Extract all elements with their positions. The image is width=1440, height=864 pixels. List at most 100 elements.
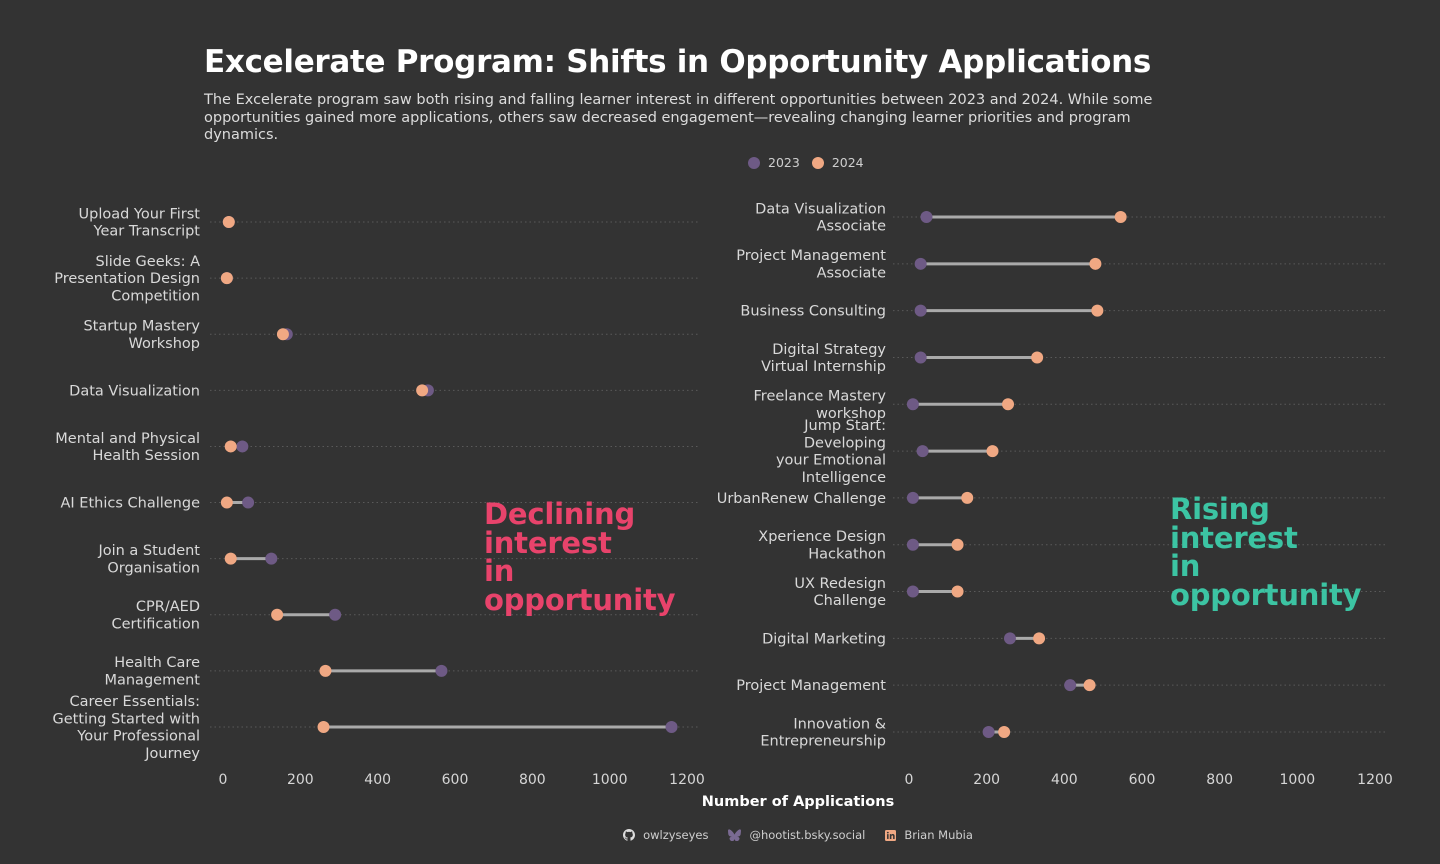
callout-rising-line: opportunity bbox=[1170, 577, 1362, 612]
category-label-line: Developing bbox=[804, 435, 886, 451]
point-2023 bbox=[1064, 679, 1077, 692]
x-tick-label: 0 bbox=[905, 772, 914, 788]
legend-dot-2023 bbox=[748, 156, 760, 169]
point-2023 bbox=[242, 496, 255, 509]
point-2023 bbox=[916, 445, 929, 458]
category-label: Data Visualization Associate bbox=[755, 201, 886, 234]
footer-bluesky-text: @hootist.bsky.social bbox=[749, 828, 866, 842]
point-2024 bbox=[1033, 632, 1046, 645]
category-label: Freelance Mastery workshop bbox=[754, 389, 887, 422]
x-tick-label: 400 bbox=[1051, 772, 1078, 788]
category-label-line: Management bbox=[104, 673, 200, 689]
category-label: Upload Your First Year Transcript bbox=[79, 206, 201, 239]
callout-declining: Declining interest in opportunity bbox=[484, 500, 676, 617]
point-2024 bbox=[951, 585, 964, 598]
point-2024 bbox=[1091, 304, 1104, 317]
point-2024 bbox=[1089, 257, 1102, 270]
bluesky-butterfly-icon bbox=[728, 829, 742, 841]
category-label: Jump Start: Developing your Emotional Intel… bbox=[776, 418, 886, 486]
category-label-line: Upload Your First bbox=[79, 206, 201, 222]
callout-rising-line: interest bbox=[1170, 520, 1298, 555]
callout-declining-line: interest bbox=[484, 525, 612, 560]
callout-declining-line: in bbox=[484, 554, 515, 588]
point-2024 bbox=[319, 664, 332, 677]
callout-rising-line: Rising bbox=[1170, 492, 1270, 526]
category-label-line: Competition bbox=[111, 288, 200, 304]
x-tick-label: 0 bbox=[219, 772, 228, 788]
category-label-line: Project Management bbox=[736, 248, 886, 264]
category-label-line: Jump Start: bbox=[803, 418, 886, 434]
point-2024 bbox=[276, 328, 289, 341]
category-label: AI Ethics Challenge bbox=[61, 496, 201, 512]
x-tick-label: 400 bbox=[364, 772, 391, 788]
x-tick-label: 200 bbox=[973, 772, 1000, 788]
x-tick-label: 1200 bbox=[669, 772, 705, 788]
footer-github-text: owlzyseyes bbox=[643, 828, 709, 842]
x-tick-label: 1000 bbox=[1280, 772, 1316, 788]
point-2023 bbox=[236, 440, 249, 453]
category-label: Business Consulting bbox=[740, 304, 886, 320]
category-label-line: Entrepreneurship bbox=[760, 734, 886, 750]
point-2024 bbox=[416, 384, 429, 397]
x-tick-label: 800 bbox=[519, 772, 546, 788]
point-2024 bbox=[220, 272, 233, 285]
x-tick-label: 600 bbox=[1129, 772, 1156, 788]
point-2024 bbox=[222, 216, 235, 228]
category-label-line: Data Visualization bbox=[755, 201, 886, 217]
category-label-line: Organisation bbox=[107, 560, 200, 576]
legend-label-2023: 2023 bbox=[768, 155, 800, 170]
category-label-line: Health Care bbox=[114, 655, 200, 671]
category-label-line: AI Ethics Challenge bbox=[61, 496, 201, 512]
category-label: Xperience Design Hackathon bbox=[758, 529, 886, 562]
category-label-line: Virtual Internship bbox=[761, 359, 886, 375]
github-icon bbox=[623, 829, 636, 841]
point-2023 bbox=[906, 398, 919, 411]
category-label-line: Associate bbox=[817, 265, 886, 281]
point-2023 bbox=[435, 664, 448, 677]
callout-rising-line: in bbox=[1170, 549, 1201, 583]
legend-item-2023: 2023 bbox=[748, 155, 800, 170]
category-label-line: Data Visualization bbox=[69, 383, 200, 399]
point-2024 bbox=[998, 726, 1011, 738]
point-2024 bbox=[220, 496, 233, 509]
point-2023 bbox=[914, 257, 927, 270]
footer: owlzyseyes @hootist.bsky.social Brian Mu… bbox=[0, 828, 1440, 842]
chart-title: Excelerate Program: Shifts in Opportunit… bbox=[204, 44, 1152, 80]
category-label-line: Digital Marketing bbox=[762, 631, 886, 647]
callout-declining-line: opportunity bbox=[484, 582, 676, 617]
category-label-line: Hackathon bbox=[808, 546, 886, 562]
category-label: Mental and Physical Health Session bbox=[55, 431, 200, 464]
category-label-line: Journey bbox=[144, 746, 200, 762]
footer-bluesky[interactable]: @hootist.bsky.social bbox=[728, 828, 865, 842]
linkedin-icon bbox=[885, 829, 897, 841]
point-2024 bbox=[1031, 351, 1044, 364]
category-label-line: CPR/AED bbox=[136, 599, 200, 615]
category-label-line: Year Transcript bbox=[93, 224, 201, 240]
category-label-line: Associate bbox=[817, 219, 886, 235]
category-label-line: Mental and Physical bbox=[55, 431, 200, 447]
category-label-line: UrbanRenew Challenge bbox=[717, 491, 886, 507]
category-label: Health Care Management bbox=[104, 655, 200, 688]
legend-dot-2024 bbox=[811, 156, 824, 169]
footer-linkedin[interactable]: Brian Mubia bbox=[885, 828, 973, 842]
footer-github[interactable]: owlzyseyes bbox=[623, 828, 708, 842]
point-2023 bbox=[329, 608, 342, 621]
category-label: CPR/AED Certification bbox=[112, 599, 201, 632]
x-axis-label: Number of Applications bbox=[701, 794, 895, 810]
point-2023 bbox=[982, 726, 995, 738]
point-2023 bbox=[914, 351, 927, 364]
category-label-line: Presentation Design bbox=[54, 271, 200, 287]
category-label: Digital Strategy Virtual Internship bbox=[761, 342, 886, 375]
point-2023 bbox=[914, 304, 927, 317]
legend-item-2024: 2024 bbox=[811, 155, 864, 170]
category-label-line: Certification bbox=[112, 616, 201, 632]
category-label-line: UX Redesign bbox=[794, 576, 886, 592]
x-tick-label: 1200 bbox=[1357, 772, 1393, 788]
category-label-line: Getting Started with bbox=[53, 711, 200, 727]
category-label-line: Workshop bbox=[128, 336, 200, 352]
point-2023 bbox=[906, 585, 919, 598]
point-2023 bbox=[1003, 632, 1016, 645]
point-2024 bbox=[271, 608, 284, 621]
category-label: Join a Student Organisation bbox=[97, 543, 200, 576]
